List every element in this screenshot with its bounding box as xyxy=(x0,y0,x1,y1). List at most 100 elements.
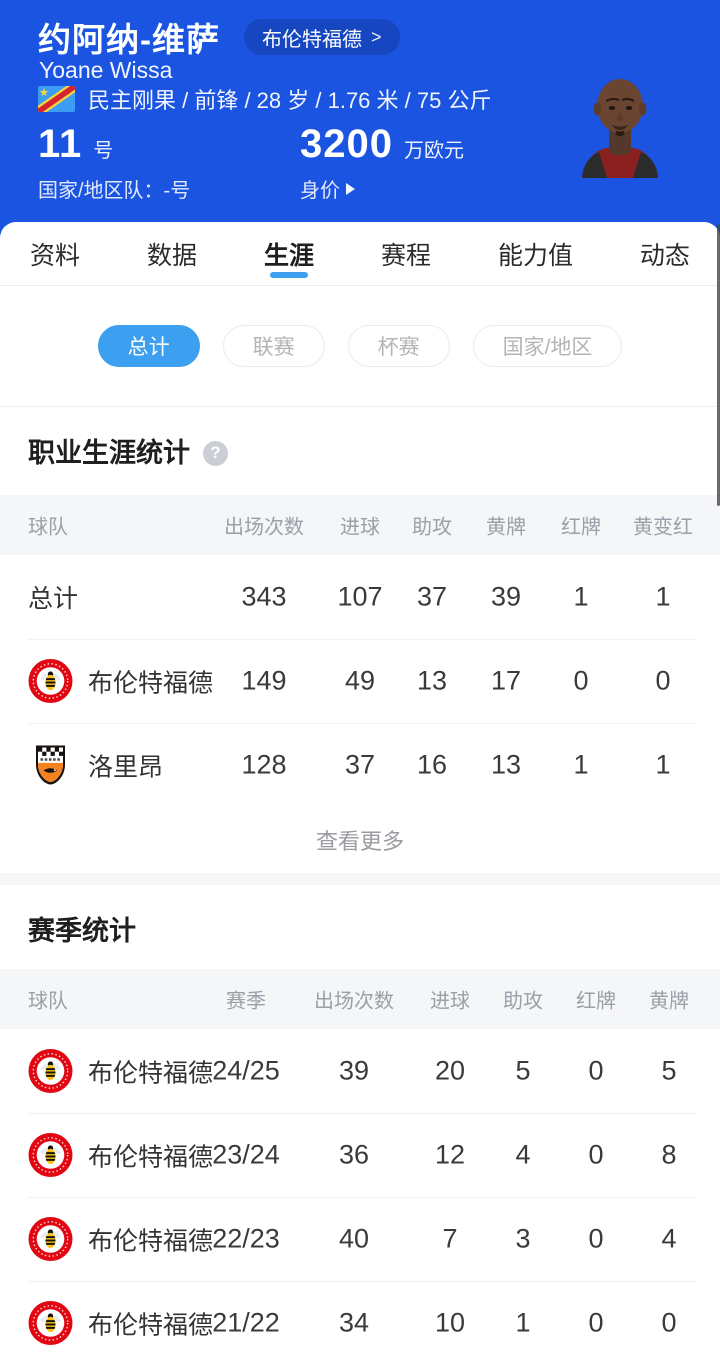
column-header: 进球 xyxy=(430,990,470,1013)
stat-cell: 21/22 xyxy=(212,1307,280,1338)
stat-cell: 49 xyxy=(344,665,376,696)
column-header-team: 球队 xyxy=(28,990,68,1013)
market-value-label: 身价 xyxy=(300,180,340,202)
filter-national[interactable]: 国家/地区 xyxy=(472,325,623,367)
season-table-header: 球队 赛季 出场次数 进球 助攻 红牌 黄牌 xyxy=(0,969,720,1029)
column-header: 赛季 xyxy=(226,990,266,1013)
national-team-number: 国家/地区队：-号 xyxy=(38,180,191,202)
column-header: 红牌 xyxy=(561,516,601,539)
column-header: 出场次数 xyxy=(224,516,304,539)
team-name: 布伦特福德 xyxy=(88,1059,214,1087)
tab-bar: 资料 数据 生涯 赛程 能力值 动态 xyxy=(0,222,720,286)
stat-cell: 1 xyxy=(573,749,589,780)
chevron-right-icon: > xyxy=(371,26,382,47)
club-chip-label: 布伦特福德 xyxy=(262,28,362,51)
team-cell: 布伦特福德 xyxy=(28,1301,213,1346)
question-mark-icon[interactable]: ? xyxy=(203,440,228,466)
stat-cell: 23/24 xyxy=(212,1139,280,1170)
stat-cell: 1 xyxy=(655,581,671,612)
stat-cell: 37 xyxy=(344,749,376,780)
season-section-title: 赛季统计 xyxy=(28,916,136,946)
stat-cell: 5 xyxy=(661,1055,677,1086)
tab-data[interactable]: 数据 xyxy=(147,222,197,285)
career-team-row[interactable]: 洛里昂 128 37 16 13 1 1 xyxy=(0,723,720,807)
stat-cell: 34 xyxy=(338,1307,370,1338)
tab-rating[interactable]: 能力值 xyxy=(498,222,573,285)
stat-cell: 22/23 xyxy=(212,1223,280,1254)
column-header: 黄牌 xyxy=(649,990,689,1013)
column-header: 出场次数 xyxy=(314,990,394,1013)
column-header: 黄变红 xyxy=(633,516,693,539)
stat-cell: 3 xyxy=(515,1223,531,1254)
team-cell: 布伦特福德 xyxy=(28,1217,213,1262)
stat-cell: 1 xyxy=(655,749,671,780)
stat-cell: 4 xyxy=(661,1223,677,1254)
stat-cell: 39 xyxy=(490,581,522,612)
season-row[interactable]: 布伦特福德 21/22 34 10 1 0 0 xyxy=(0,1281,720,1362)
stat-cell: 20 xyxy=(434,1055,466,1086)
tab-profile[interactable]: 资料 xyxy=(30,222,80,285)
stat-cell: 149 xyxy=(241,665,287,696)
tab-news[interactable]: 动态 xyxy=(640,222,690,285)
active-tab-underline xyxy=(269,272,308,278)
filter-league[interactable]: 联赛 xyxy=(222,325,325,367)
team-name: 布伦特福德 xyxy=(88,1143,214,1171)
stat-cell: 8 xyxy=(661,1139,677,1170)
content-card: 资料 数据 生涯 赛程 能力值 动态 总计 联赛 杯赛 国家/地区 职业生涯统计 ? 球队 出场次… xyxy=(0,222,720,1362)
shirt-number: 11 xyxy=(38,122,83,166)
total-row: 总计 343 107 37 39 1 1 xyxy=(0,555,720,639)
market-value-link[interactable]: 身价 xyxy=(300,174,464,203)
name-row: 约阿纳-维萨 布伦特福德 > xyxy=(38,13,400,61)
column-header: 进球 xyxy=(340,516,380,539)
season-row[interactable]: 布伦特福德 22/23 40 7 3 0 4 xyxy=(0,1197,720,1281)
brentford-crest-icon xyxy=(28,1217,73,1261)
tab-label: 资料 xyxy=(30,241,81,270)
stat-cell: 37 xyxy=(416,581,448,612)
stat-cell: 12 xyxy=(434,1139,466,1170)
brentford-crest-icon xyxy=(28,1049,73,1093)
stat-cell: 13 xyxy=(416,665,448,696)
stat-cell: 39 xyxy=(338,1055,370,1086)
season-row[interactable]: 布伦特福德 24/25 39 20 5 0 5 xyxy=(0,1029,720,1113)
stat-cell: 0 xyxy=(655,665,671,696)
tab-label: 能力值 xyxy=(497,241,573,270)
stat-cell: 40 xyxy=(338,1223,370,1254)
team-name: 洛里昂 xyxy=(88,753,164,781)
view-more-button[interactable]: 查看更多 xyxy=(315,829,404,854)
stat-cell: 0 xyxy=(588,1055,604,1086)
scrollbar-thumb[interactable] xyxy=(717,224,720,506)
stat-cell: 1 xyxy=(573,581,589,612)
market-value: 3200 xyxy=(300,122,393,166)
column-header: 黄牌 xyxy=(486,516,526,539)
filter-total[interactable]: 总计 xyxy=(97,325,200,367)
tab-label: 数据 xyxy=(146,241,197,270)
column-header: 红牌 xyxy=(576,990,616,1013)
stat-cell: 13 xyxy=(490,749,522,780)
player-header: 约阿纳-维萨 布伦特福德 > Yoane Wissa 民主刚果 / 前锋 / 2… xyxy=(0,0,720,238)
stat-cell: 17 xyxy=(490,665,522,696)
tab-label: 赛程 xyxy=(380,241,431,270)
team-name: 布伦特福德 xyxy=(88,1227,214,1255)
tab-label: 生涯 xyxy=(263,241,314,270)
triangle-right-icon xyxy=(346,182,355,195)
stat-cell: 10 xyxy=(434,1307,466,1338)
stat-cell: 0 xyxy=(573,665,589,696)
career-team-row[interactable]: 布伦特福德 149 49 13 17 0 0 xyxy=(0,639,720,723)
team-name: 布伦特福德 xyxy=(88,1311,214,1339)
column-header-team: 球队 xyxy=(28,516,68,539)
club-chip-button[interactable]: 布伦特福德 > xyxy=(244,19,400,55)
dr-congo-flag-icon xyxy=(38,86,75,112)
filter-cup[interactable]: 杯赛 xyxy=(347,325,450,367)
tab-schedule[interactable]: 赛程 xyxy=(381,222,431,285)
stat-cell: 5 xyxy=(515,1055,531,1086)
tab-career[interactable]: 生涯 xyxy=(264,222,314,285)
player-photo xyxy=(582,79,658,178)
brentford-crest-icon xyxy=(28,1133,73,1177)
season-row[interactable]: 布伦特福德 23/24 36 12 4 0 8 xyxy=(0,1113,720,1197)
stat-cell: 7 xyxy=(442,1223,458,1254)
season-stats-section: 赛季统计 球队 赛季 出场次数 进球 助攻 红牌 黄牌 布伦特福德 24/25 39 20 5 0 5 xyxy=(0,885,720,1362)
team-name: 总计 xyxy=(28,585,79,613)
team-cell: 洛里昂 xyxy=(28,743,163,788)
season-stats-table: 球队 赛季 出场次数 进球 助攻 红牌 黄牌 布伦特福德 24/25 39 20 5 0 5 布伦特福德… xyxy=(0,969,720,1362)
